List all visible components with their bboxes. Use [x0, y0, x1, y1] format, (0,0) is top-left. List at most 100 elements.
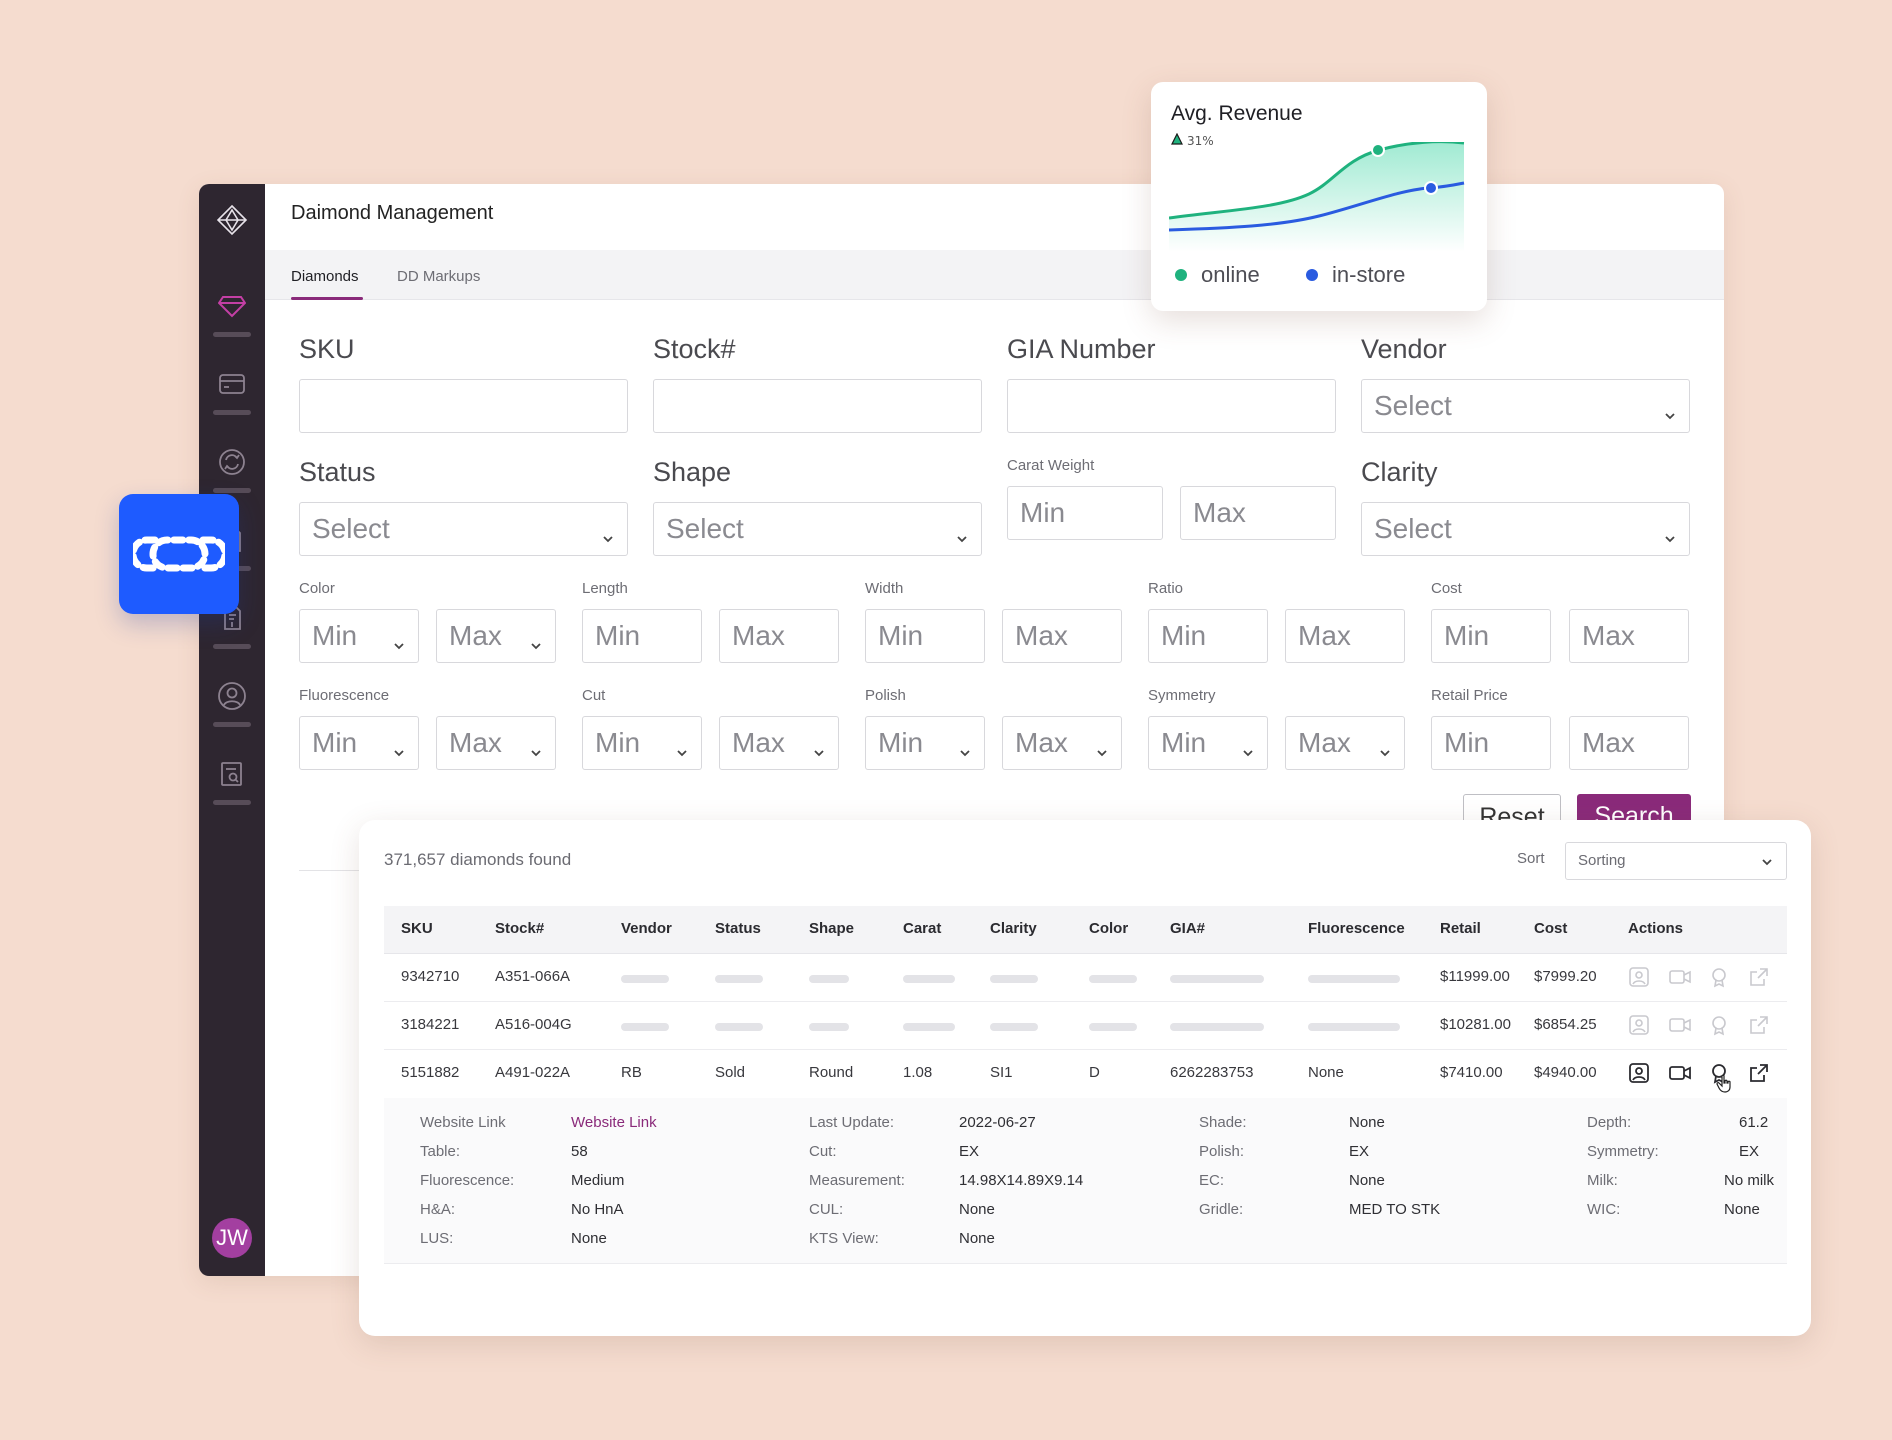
col-stock[interactable]: Stock# — [495, 920, 545, 937]
col-status[interactable]: Status — [715, 920, 761, 937]
placeholder-bar — [1308, 975, 1400, 983]
chevron-down-icon — [1663, 521, 1677, 553]
sync-icon[interactable] — [216, 446, 248, 478]
col-clarity[interactable]: Clarity — [990, 920, 1037, 937]
length-max-input[interactable]: Max — [719, 609, 839, 663]
color-label: Color — [299, 580, 335, 597]
website-link[interactable]: Website Link — [571, 1114, 657, 1131]
revenue-sparkline — [1169, 142, 1465, 252]
video-icon[interactable] — [1668, 966, 1691, 988]
cost-min-input[interactable]: Min — [1431, 609, 1551, 663]
width-max-input[interactable]: Max — [1002, 609, 1122, 663]
brand-diamond-icon[interactable] — [216, 204, 248, 236]
image-icon[interactable] — [1628, 1014, 1650, 1036]
symmetry-label: Symmetry — [1148, 687, 1216, 704]
col-carat[interactable]: Carat — [903, 920, 942, 937]
chevron-down-icon — [1760, 855, 1774, 873]
online-marker — [1371, 143, 1385, 157]
gia-input[interactable] — [1007, 379, 1336, 433]
polish-max-select[interactable]: Max — [1002, 716, 1122, 770]
col-sku[interactable]: SKU — [401, 920, 433, 937]
sku-label: SKU — [299, 334, 355, 364]
image-icon[interactable] — [1628, 1062, 1650, 1084]
clarity-select[interactable]: Select — [1361, 502, 1690, 556]
table-row[interactable]: 3184221 A516-004G $10281.00 $6854.25 — [384, 1002, 1787, 1050]
sort-select[interactable]: Sorting — [1565, 842, 1787, 880]
results-count: 371,657 diamonds found — [384, 850, 572, 869]
chevron-down-icon — [529, 628, 543, 660]
external-link-icon[interactable] — [1748, 966, 1770, 988]
polish-min-select[interactable]: Min — [865, 716, 985, 770]
video-icon[interactable] — [1668, 1062, 1691, 1084]
placeholder-bar — [809, 975, 849, 983]
stock-input[interactable] — [653, 379, 982, 433]
sku-input[interactable] — [299, 379, 628, 433]
vendor-label: Vendor — [1361, 334, 1447, 364]
image-icon[interactable] — [1628, 966, 1650, 988]
table-row[interactable]: 9342710 A351-066A $11999.00 $7999.20 — [384, 954, 1787, 1002]
status-select[interactable]: Select — [299, 502, 628, 556]
table-row[interactable]: 5151882 A491-022A RB Sold Round 1.08 SI1… — [384, 1050, 1787, 1098]
external-link-icon[interactable] — [1748, 1014, 1770, 1036]
results-panel: 371,657 diamonds found Sort Sorting SKU … — [359, 820, 1811, 1336]
width-label: Width — [865, 580, 904, 597]
avatar[interactable]: JW — [212, 1218, 252, 1258]
vendor-select[interactable]: Select — [1361, 379, 1690, 433]
placeholder-bar — [1170, 1023, 1264, 1031]
col-vendor[interactable]: Vendor — [621, 920, 672, 937]
col-shape[interactable]: Shape — [809, 920, 855, 937]
video-icon[interactable] — [1668, 1014, 1691, 1036]
width-min-input[interactable]: Min — [865, 609, 985, 663]
placeholder-bar — [809, 1023, 849, 1031]
col-color[interactable]: Color — [1089, 920, 1129, 937]
chevron-down-icon — [392, 628, 406, 660]
active-tab-indicator — [291, 297, 363, 300]
carat-min-input[interactable]: Min — [1007, 486, 1163, 540]
card-icon[interactable] — [216, 368, 248, 400]
diamond-icon[interactable] — [216, 290, 248, 322]
cut-min-select[interactable]: Min — [582, 716, 702, 770]
col-retail[interactable]: Retail — [1440, 920, 1481, 937]
length-label: Length — [582, 580, 628, 597]
symmetry-max-select[interactable]: Max — [1285, 716, 1405, 770]
placeholder-bar — [990, 1023, 1038, 1031]
chevron-down-icon — [958, 735, 972, 767]
sidebar: JW — [199, 184, 265, 1276]
length-min-input[interactable]: Min — [582, 609, 702, 663]
chevron-down-icon — [812, 735, 826, 767]
retail-max-input[interactable]: Max — [1569, 716, 1689, 770]
fluorescence-min-select[interactable]: Min — [299, 716, 419, 770]
placeholder-bar — [715, 975, 763, 983]
chevron-down-icon — [675, 735, 689, 767]
instore-marker — [1424, 181, 1438, 195]
symmetry-min-select[interactable]: Min — [1148, 716, 1268, 770]
user-circle-icon[interactable] — [216, 680, 248, 712]
external-link-icon[interactable] — [1748, 1062, 1770, 1084]
certificate-icon[interactable] — [1708, 1014, 1730, 1036]
ratio-min-input[interactable]: Min — [1148, 609, 1268, 663]
shape-select[interactable]: Select — [653, 502, 982, 556]
cost-max-input[interactable]: Max — [1569, 609, 1689, 663]
placeholder-bar — [715, 1023, 763, 1031]
avg-revenue-card: Avg. Revenue 31% online in-store — [1151, 82, 1487, 311]
col-gia[interactable]: GIA# — [1170, 920, 1206, 937]
cost-label: Cost — [1431, 580, 1462, 597]
tab-diamonds[interactable]: Diamonds — [291, 268, 359, 285]
ratio-max-input[interactable]: Max — [1285, 609, 1405, 663]
ratio-label: Ratio — [1148, 580, 1184, 597]
carat-max-input[interactable]: Max — [1180, 486, 1336, 540]
tab-dd-markups[interactable]: DD Markups — [397, 268, 481, 285]
tab-bar: Diamonds DD Markups — [265, 250, 1724, 300]
revenue-delta: 31% — [1171, 132, 1214, 148]
col-fluorescence[interactable]: Fluorescence — [1308, 920, 1405, 937]
color-max-select[interactable]: Max — [436, 609, 556, 663]
cut-max-select[interactable]: Max — [719, 716, 839, 770]
col-cost[interactable]: Cost — [1534, 920, 1568, 937]
table-header: SKU Stock# Vendor Status Shape Carat Cla… — [384, 906, 1787, 954]
certificate-icon[interactable] — [1708, 966, 1730, 988]
color-min-select[interactable]: Min — [299, 609, 419, 663]
col-actions: Actions — [1628, 920, 1684, 937]
retail-min-input[interactable]: Min — [1431, 716, 1551, 770]
report-search-icon[interactable] — [216, 758, 248, 790]
fluorescence-max-select[interactable]: Max — [436, 716, 556, 770]
